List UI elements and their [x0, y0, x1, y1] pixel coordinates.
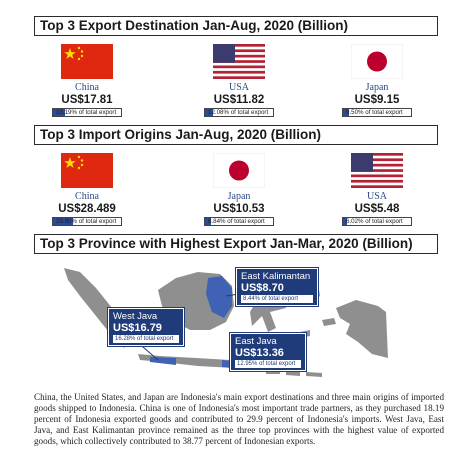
province-share-east-java: 12.95% of total export — [235, 360, 301, 368]
export-share-text-japan: 9.50% of total export — [346, 109, 403, 116]
province-amount-east-java: US$13.36 — [235, 347, 284, 359]
share-fill — [343, 109, 350, 116]
export-country-japan: Japan — [365, 82, 389, 93]
maluku-islands — [300, 284, 336, 338]
export-share-text-usa: 12.08% of total export — [208, 109, 269, 116]
share-fill — [343, 218, 348, 225]
import-card-usa: USA US$5.48 6.02% of total export — [335, 153, 419, 226]
province-name-east-kalimantan: East Kalimantan — [241, 271, 311, 282]
export-amount-japan: US$9.15 — [354, 94, 400, 106]
lesser-sunda-islands — [266, 370, 322, 377]
china-flag-icon — [61, 153, 113, 188]
east-kalimantan-highlight — [206, 276, 232, 318]
share-fill — [205, 218, 211, 225]
import-share-text-china: 29.90% of total export — [56, 218, 117, 225]
share-fill — [53, 218, 74, 225]
export-share-bar-china: 18.19% of total export — [52, 108, 122, 117]
share-fill — [205, 109, 214, 116]
export-amount-usa: US$11.82 — [213, 94, 265, 106]
province-share-east-kalimantan: 8.44% of total export — [241, 295, 313, 303]
import-section-title: Top 3 Import Origins Jan-Aug, 2020 (Bill… — [34, 125, 438, 145]
import-amount-japan: US$10.53 — [213, 203, 265, 215]
import-share-bar-japan: 8.84% of total export — [204, 217, 274, 226]
china-flag-icon — [61, 44, 113, 79]
export-amount-china: US$17.81 — [61, 94, 113, 106]
export-country-usa: USA — [228, 82, 249, 93]
export-share-text-china: 18.19% of total export — [56, 109, 117, 116]
export-card-usa: USA US$11.82 12.08% of total export — [197, 44, 281, 117]
export-country-china: China — [75, 82, 99, 93]
papua-island — [336, 300, 388, 358]
import-country-china: China — [75, 191, 99, 202]
import-card-china: China US$28.489 29.90% of total export — [45, 153, 129, 226]
import-amount-china: US$28.489 — [58, 203, 116, 215]
import-share-bar-china: 29.90% of total export — [52, 217, 122, 226]
export-share-bar-usa: 12.08% of total export — [204, 108, 274, 117]
import-country-japan: Japan — [227, 191, 251, 202]
province-share-west-java: 16.28% of total export — [113, 335, 179, 343]
province-name-west-java: West Java — [113, 311, 158, 322]
caption-paragraph: China, the United States, and Japan are … — [34, 392, 444, 446]
import-share-text-japan: 8.84% of total export — [208, 218, 265, 225]
import-share-bar-usa: 6.02% of total export — [342, 217, 412, 226]
import-country-usa: USA — [366, 191, 387, 202]
province-amount-west-java: US$16.79 — [113, 322, 162, 334]
japan-flag-icon — [213, 153, 265, 188]
japan-flag-icon — [351, 44, 403, 79]
usa-flag-icon — [213, 44, 265, 79]
export-card-japan: Japan US$9.15 9.50% of total export — [335, 44, 419, 117]
usa-flag-icon — [351, 153, 403, 188]
export-share-bar-japan: 9.50% of total export — [342, 108, 412, 117]
export-card-china: China US$17.81 18.19% of total export — [45, 44, 129, 117]
callout-east-java: East Java US$13.36 12.95% of total expor… — [229, 332, 307, 372]
callout-east-kalimantan: East Kalimantan US$8.70 8.44% of total e… — [235, 267, 319, 307]
share-fill — [53, 109, 66, 116]
import-amount-usa: US$5.48 — [354, 203, 400, 215]
import-share-text-usa: 6.02% of total export — [346, 218, 403, 225]
import-card-japan: Japan US$10.53 8.84% of total export — [197, 153, 281, 226]
callout-west-java: West Java US$16.79 16.28% of total expor… — [107, 307, 185, 347]
province-amount-east-kalimantan: US$8.70 — [241, 282, 284, 294]
province-section-title: Top 3 Province with Highest Export Jan-M… — [34, 234, 438, 254]
west-java-highlight — [150, 357, 176, 365]
province-name-east-java: East Java — [235, 336, 277, 347]
export-section-title: Top 3 Export Destination Jan-Aug, 2020 (… — [34, 16, 438, 36]
